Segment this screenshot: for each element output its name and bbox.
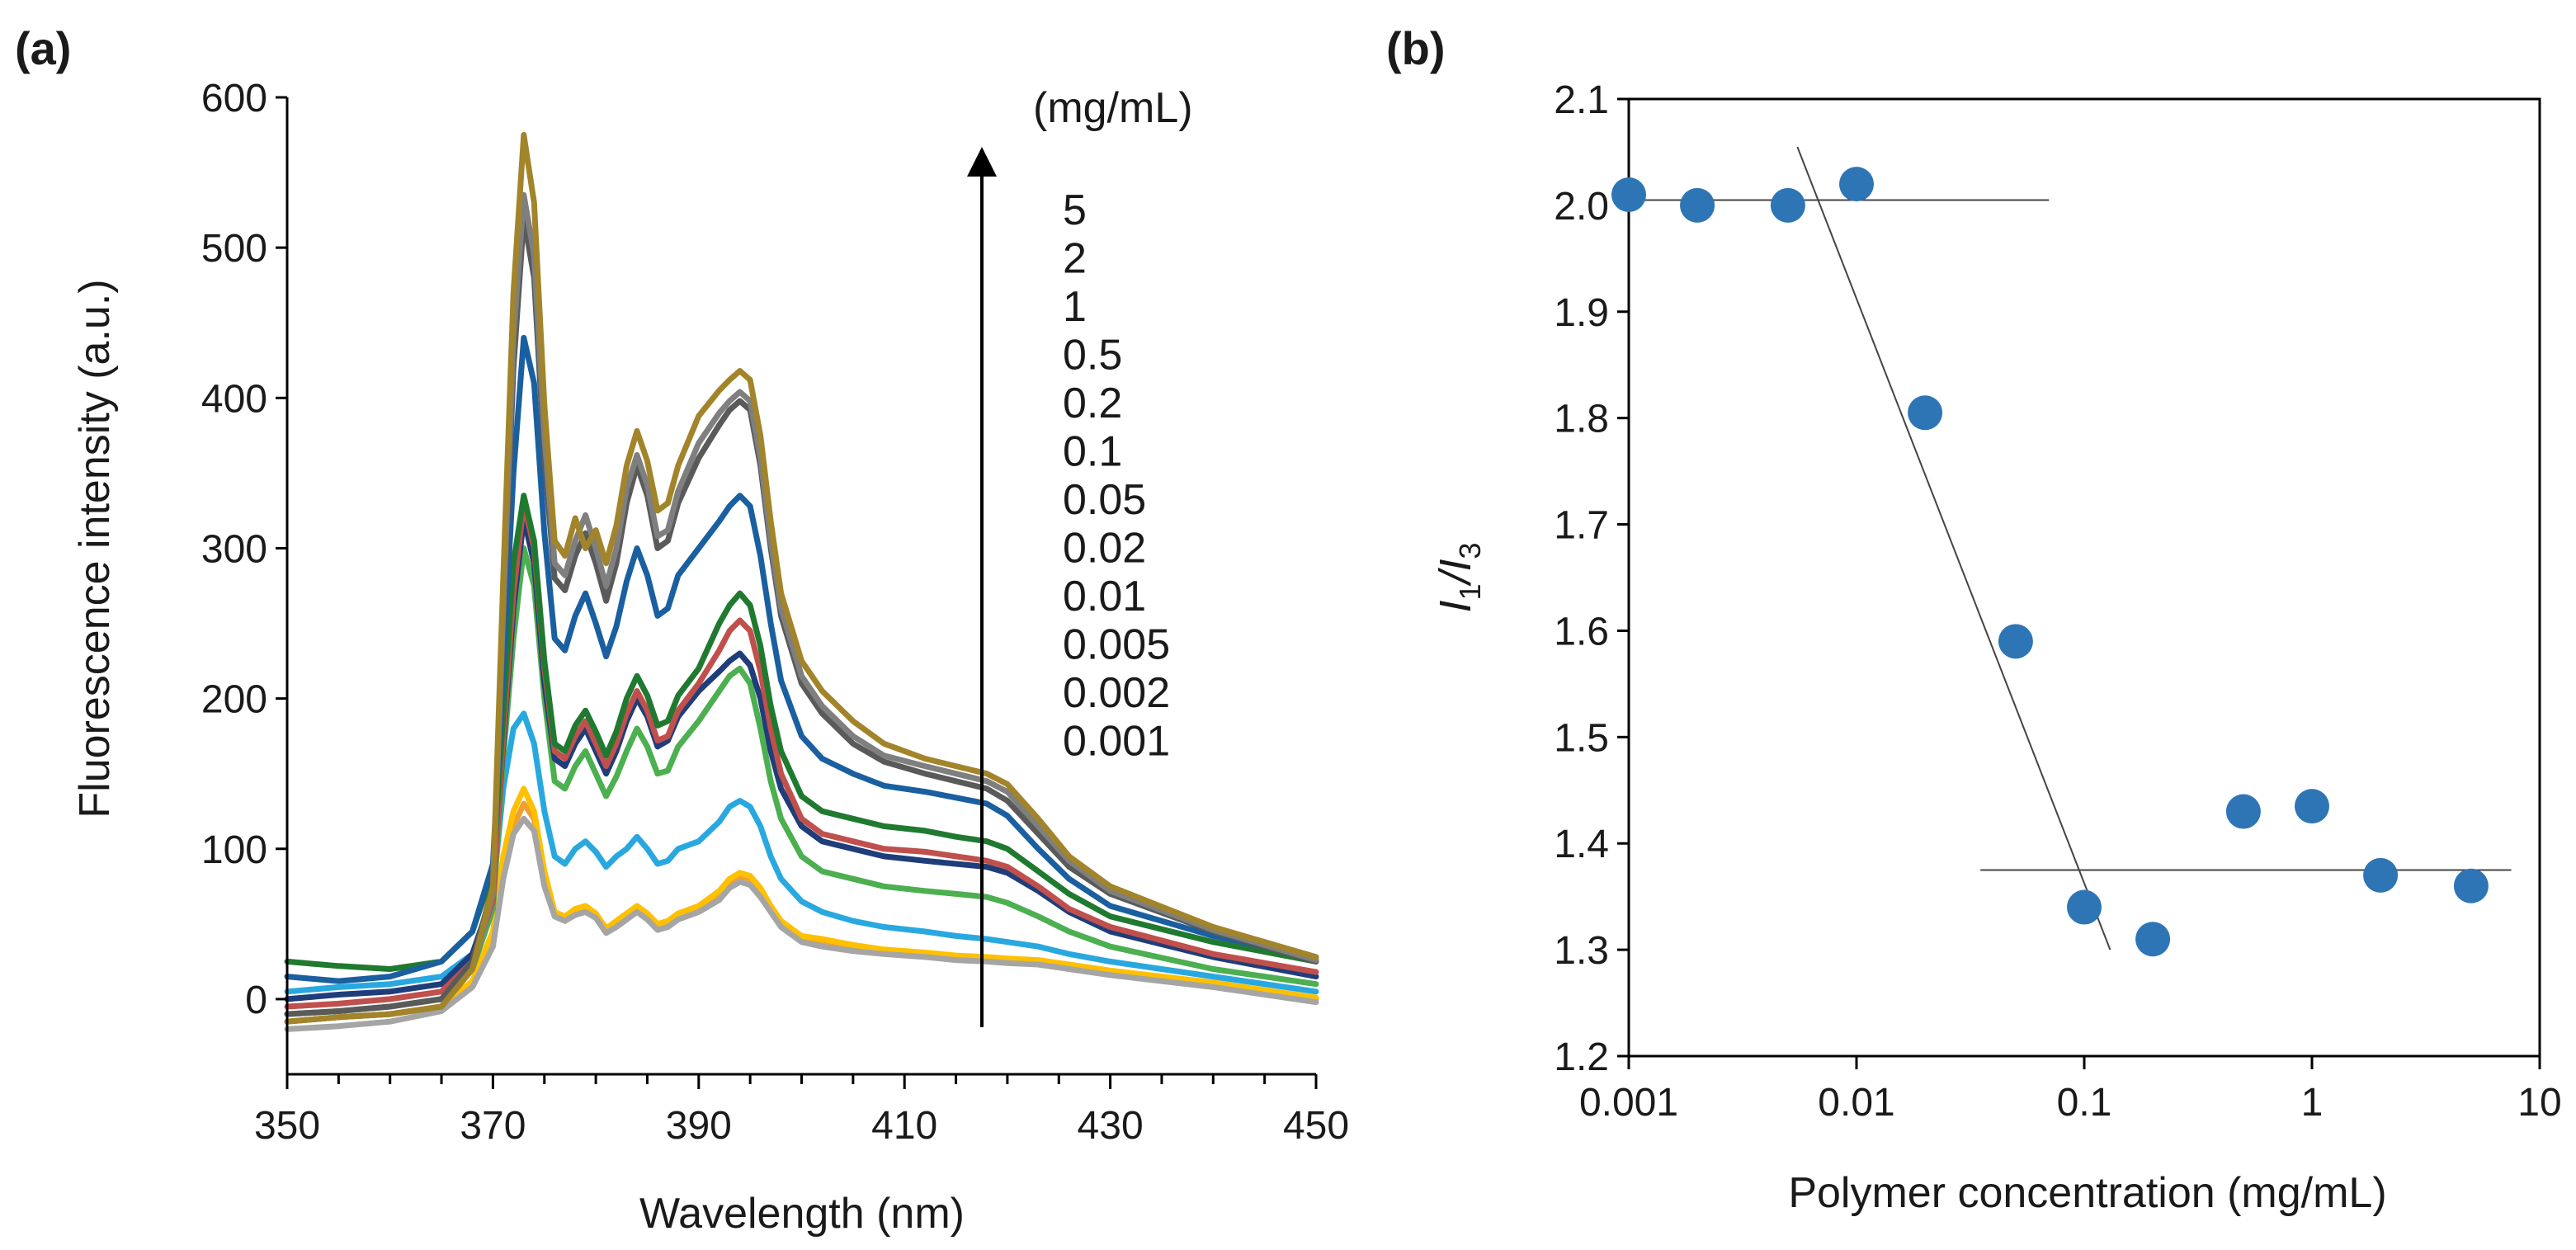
spectrum-line-1 <box>284 215 1319 1017</box>
spectrum-line-5 <box>284 132 1319 1025</box>
concentration-arrow-head <box>967 147 997 177</box>
panel-b: (b) 1.2 1.3 1.4 1.5 1.6 1.7 1.8 1.9 2.0 2.1 0.001 0… <box>1386 22 2562 1217</box>
panel-b-x-tick-label: 0.001 <box>1579 1081 1678 1125</box>
panel-a-y-axis-label: Fluorescence intensity (a.u.) <box>71 279 119 818</box>
legend-entry: 2 <box>1063 235 1087 283</box>
panel-a-x-tick-label: 410 <box>871 1104 937 1148</box>
legend-entry: 1 <box>1063 283 1087 331</box>
data-point <box>2135 922 2171 957</box>
data-point <box>1839 167 1874 202</box>
panel-a-x-tick-label: 370 <box>460 1104 526 1148</box>
data-point <box>1998 624 2033 659</box>
panel-a-x-tick-label: 450 <box>1283 1104 1349 1148</box>
spectrum-line-0.2 <box>284 493 1319 972</box>
panel-a-y-tick-label: 300 <box>201 527 267 571</box>
legend-entry: 0.2 <box>1063 380 1122 427</box>
panel-b-y-tick-label: 1.8 <box>1554 398 1609 441</box>
data-point <box>2225 794 2261 829</box>
panel-b-ticks: 1.2 1.3 1.4 1.5 1.6 1.7 1.8 1.9 2.0 2.1 0.001 0.01 0… <box>1554 78 2561 1125</box>
legend-entry: 0.5 <box>1063 332 1122 380</box>
panel-a-x-tick-label: 350 <box>254 1104 320 1148</box>
panel-a-y-tick-label: 100 <box>201 828 267 872</box>
panel-b-y-tick-label: 1.9 <box>1554 291 1609 335</box>
legend-entry: 0.005 <box>1063 621 1170 669</box>
panel-b-y-tick-label: 2.0 <box>1554 185 1609 229</box>
spectrum-line-0.5 <box>284 334 1319 984</box>
panel-b-y-tick-label: 2.1 <box>1554 78 1609 122</box>
ylabel-i1: I <box>1431 601 1480 613</box>
spectrum-line-2 <box>284 191 1319 1025</box>
legend-entry: 0.02 <box>1063 525 1146 573</box>
panel-b-y-tick-label: 1.5 <box>1554 716 1609 760</box>
panel-b-x-tick-label: 0.1 <box>2057 1081 2112 1125</box>
legend-entry: 0.1 <box>1063 428 1122 476</box>
ylabel-sub2: 3 <box>1453 542 1487 559</box>
legend-entry: 0.002 <box>1063 669 1170 717</box>
spectrum-line-0.002 <box>284 785 1319 1025</box>
spectrum-line-0.01 <box>284 710 1319 995</box>
legend-entry: 0.05 <box>1063 476 1146 524</box>
data-point <box>2363 857 2399 893</box>
legend-entry: 0.01 <box>1063 573 1146 620</box>
data-point <box>1770 187 1805 223</box>
svg-text:I1/I3: I1/I3 <box>1431 542 1487 612</box>
ylabel-i3: /I <box>1431 559 1480 587</box>
data-point <box>1611 177 1646 212</box>
panel-b-y-tick-label: 1.2 <box>1554 1035 1609 1079</box>
ylabel-sub1: 1 <box>1453 584 1487 601</box>
data-point <box>1908 395 1943 431</box>
legend-entry: 5 <box>1063 186 1087 234</box>
panel-b-x-tick-label: 1 <box>2301 1081 2324 1125</box>
spectrum-line-0.02 <box>284 545 1319 1017</box>
data-point <box>2067 889 2102 925</box>
panel-a-ticks: 0 100 200 300 400 500 600 350 370 390 410 430 450 <box>201 77 1349 1148</box>
panel-a-y-tick-label: 0 <box>245 979 267 1022</box>
panel-b-y-tick-label: 1.3 <box>1554 929 1609 973</box>
panel-a-y-tick-label: 400 <box>201 377 267 421</box>
panel-b-y-axis-label: I1/I3 <box>1431 542 1487 612</box>
panel-b-y-tick-label: 1.6 <box>1554 610 1609 653</box>
panel-b-x-tick-label: 10 <box>2517 1081 2561 1125</box>
panel-a: (a) 0 100 200 300 400 500 600 350 370 390 410 430 45… <box>15 22 1349 1238</box>
panel-a-y-tick-label: 500 <box>201 227 267 271</box>
panel-b-points <box>1611 167 2489 957</box>
data-point <box>1680 187 1715 223</box>
panel-b-y-tick-label: 1.7 <box>1554 504 1609 548</box>
panel-a-y-tick-label: 600 <box>201 77 267 120</box>
panel-a-series-group <box>284 132 1319 1032</box>
panel-b-x-tick-label: 0.01 <box>1818 1081 1894 1125</box>
panel-a-label: (a) <box>15 22 71 74</box>
legend-title: (mg/mL) <box>1033 84 1193 132</box>
panel-b-y-tick-label: 1.4 <box>1554 823 1609 866</box>
panel-a-x-tick-label: 390 <box>666 1104 732 1148</box>
panel-a-y-tick-label: 200 <box>201 678 267 722</box>
panel-b-fit-lines <box>1629 146 2512 950</box>
legend-entry: 0.001 <box>1063 718 1170 766</box>
spectrum-line-0.005 <box>284 815 1319 1032</box>
data-point <box>2453 868 2489 903</box>
panel-b-label: (b) <box>1386 22 1446 74</box>
panel-a-x-axis-label: Wavelength (nm) <box>639 1190 965 1238</box>
spectrum-line-0.1 <box>284 500 1319 1010</box>
panel-b-x-axis-label: Polymer concentration (mg/mL) <box>1788 1169 2386 1217</box>
fit-line <box>1796 146 2111 950</box>
data-point <box>2295 789 2329 824</box>
panel-a-x-tick-label: 430 <box>1078 1104 1144 1148</box>
